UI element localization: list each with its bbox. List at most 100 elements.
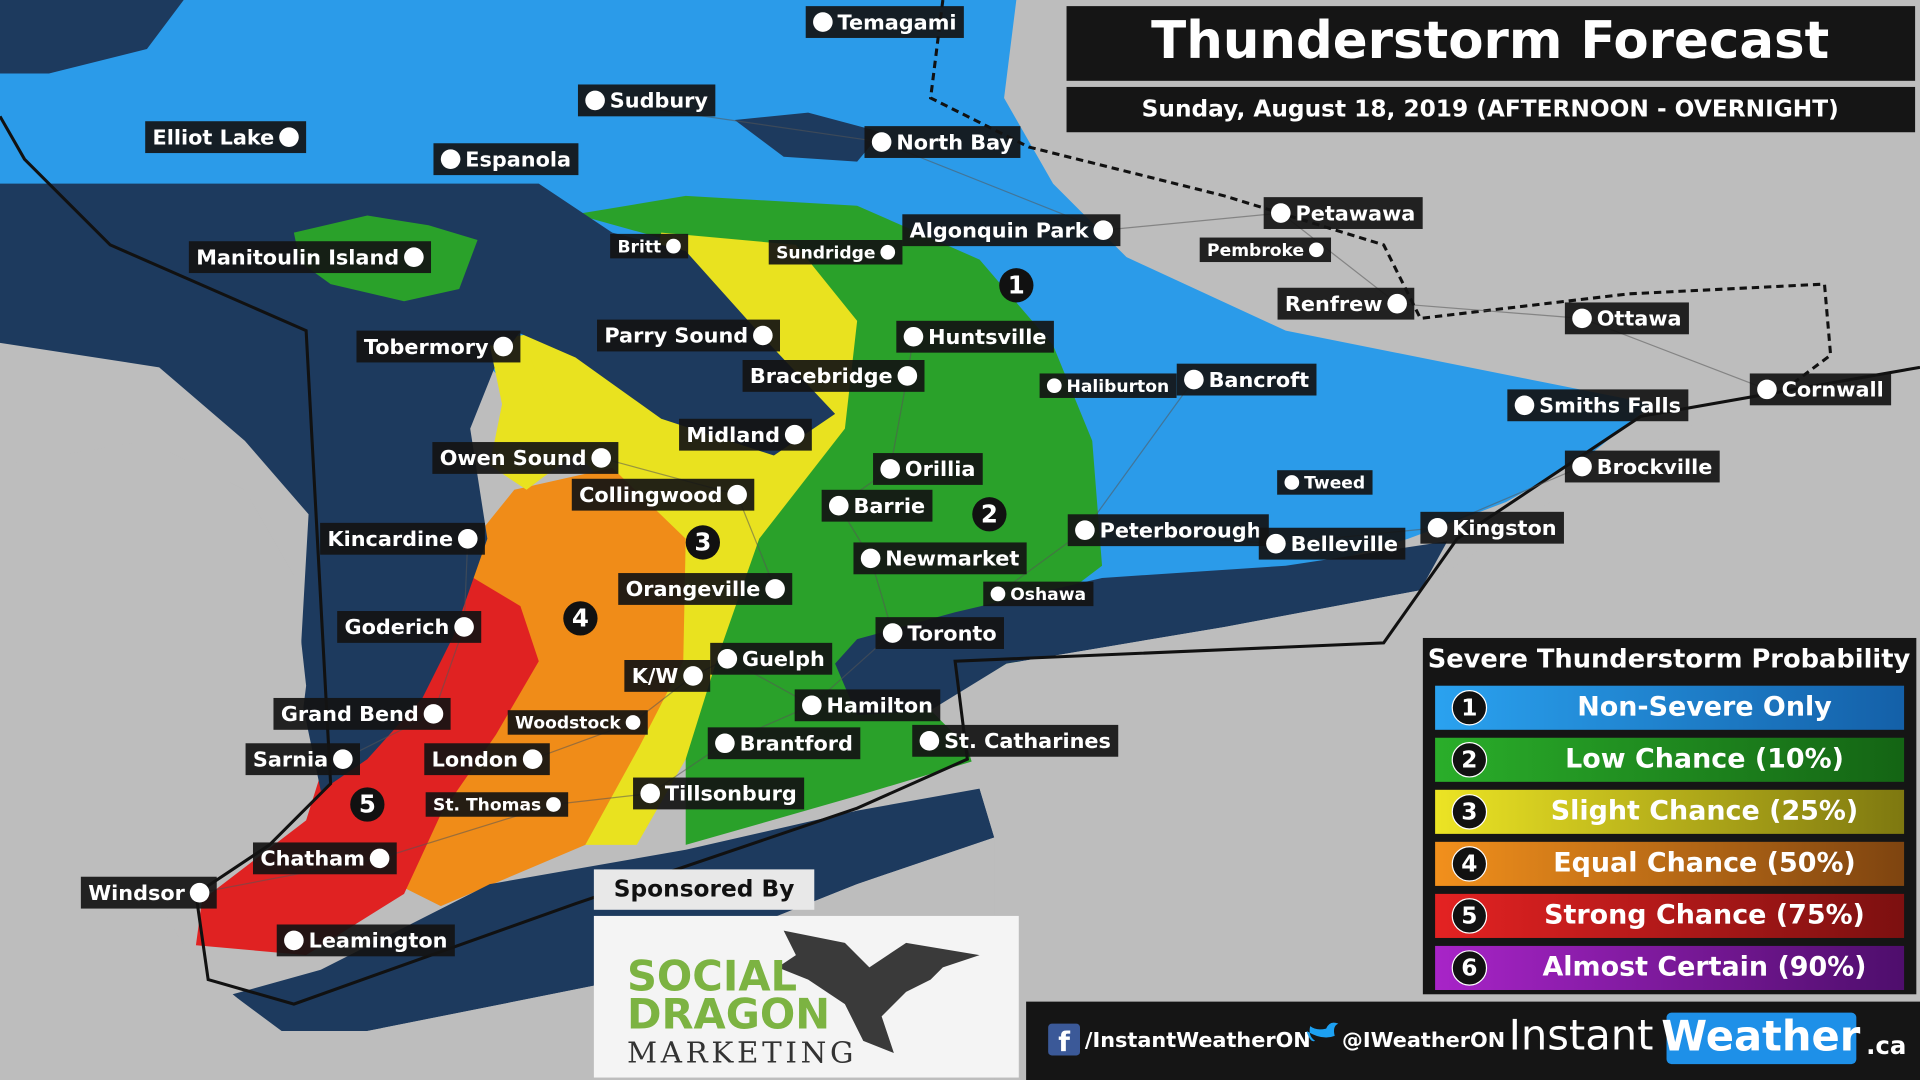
city-label: Espanola — [433, 143, 579, 176]
city-label: Newmarket — [853, 542, 1027, 575]
city-label-box — [1067, 514, 1269, 547]
city-dot — [990, 586, 1006, 602]
city-label: Brockville — [1564, 450, 1720, 483]
sponsor-heading-box — [593, 869, 815, 910]
city-dot — [640, 783, 660, 804]
city-label-box — [633, 777, 805, 810]
city-label: K/W — [624, 660, 711, 692]
city-dot — [897, 366, 918, 386]
city-dot — [522, 749, 543, 769]
city-label: Grand Bend — [273, 697, 451, 730]
city-dot — [1427, 517, 1448, 538]
city-dot — [440, 149, 461, 169]
legend-swatch — [1435, 893, 1905, 938]
city-dot — [1387, 293, 1407, 314]
city-name: Leamington — [309, 929, 448, 953]
brand: Instant — [1509, 1010, 1654, 1059]
city-name: Grand Bend — [281, 702, 419, 726]
city-label-box — [618, 573, 793, 605]
city-label: North Bay — [864, 126, 1021, 158]
city-label-box — [768, 240, 903, 265]
city-label: St. Thomas — [425, 792, 569, 817]
city-label: Renfrew — [1277, 287, 1415, 320]
city-label: Peterborough — [1067, 514, 1269, 547]
sponsor-line-2: DRAGON — [627, 990, 830, 1039]
city-name: Tweed — [1304, 474, 1365, 494]
legend-swatch — [1435, 685, 1905, 730]
us-border — [0, 115, 1920, 1006]
facebook-handle: /InstantWeatherON — [1085, 1028, 1311, 1052]
zone-number: 3 — [694, 528, 711, 557]
city-name: Orillia — [905, 457, 975, 481]
city-dot — [423, 704, 444, 724]
city-dot — [1093, 220, 1114, 240]
city-label: Brantford — [707, 727, 861, 760]
city-label-box — [320, 522, 485, 555]
zone-marker — [350, 787, 385, 822]
city-name: Windsor — [88, 881, 185, 905]
title: Thunderstorm Forecast — [1151, 11, 1829, 71]
city-name: Espanola — [465, 147, 571, 171]
brand-highlight-box — [1666, 1012, 1857, 1065]
city-label: Smiths Falls — [1507, 389, 1689, 422]
city-dot — [369, 848, 390, 869]
city-label: Kingston — [1420, 511, 1564, 544]
city-dot — [666, 238, 681, 254]
city-dot — [802, 695, 822, 716]
city-name: Hamilton — [827, 694, 933, 718]
city-label-box — [912, 724, 1119, 757]
city-label: Ottawa — [1564, 302, 1689, 335]
city-label-box — [276, 924, 455, 957]
city-name: Newmarket — [885, 547, 1019, 571]
city-dot — [1184, 369, 1204, 390]
city-label: Tweed — [1277, 470, 1373, 495]
subtitle-box — [1066, 86, 1916, 133]
city-dot — [813, 12, 833, 32]
city-name: Kingston — [1452, 516, 1556, 540]
city-name: Owen Sound — [440, 446, 587, 470]
city-name: Petawawa — [1296, 201, 1416, 225]
facebook-glyph: f — [1058, 1027, 1070, 1058]
city-label: Collingwood — [571, 478, 755, 511]
city-name: Midland — [686, 423, 780, 447]
city-label: Britt — [610, 233, 689, 259]
city-name: Bancroft — [1209, 368, 1310, 392]
lake-ontario — [835, 541, 1448, 716]
sponsor-line-1: SOCIAL — [627, 952, 797, 1001]
twitter-handle: @IWeatherON — [1342, 1028, 1505, 1052]
city-dot — [1514, 395, 1535, 416]
legend-items: 1 Non-Severe Only 2 Low Chance (10%) 3 Slight… — [1435, 685, 1905, 990]
city-label: Orangeville — [618, 573, 793, 605]
city-name: Goderich — [345, 615, 450, 639]
city-name: Sarnia — [253, 747, 328, 771]
dragon-icon — [777, 930, 980, 1054]
city-name: Oshawa — [1010, 585, 1086, 605]
city-label: Belleville — [1258, 527, 1406, 560]
city-label: Toronto — [875, 617, 1004, 649]
city-name: Renfrew — [1285, 292, 1383, 316]
legend-label: Low Chance (10%) — [1565, 743, 1844, 774]
city-dot — [717, 648, 738, 669]
city-dot — [683, 666, 703, 686]
city-name: Brantford — [740, 731, 853, 755]
city-dot — [493, 336, 514, 357]
zone-marker — [972, 497, 1007, 532]
sponsor-heading: Sponsored By — [614, 876, 795, 903]
city-dot — [860, 548, 881, 569]
city-dot — [284, 930, 304, 951]
city-name: Temagami — [838, 10, 957, 34]
city-label-box — [507, 710, 648, 735]
city-name: Manitoulin Island — [196, 245, 399, 269]
legend-number-marker — [1451, 742, 1488, 778]
city-label: Huntsville — [896, 320, 1054, 353]
city-name: St. Catharines — [944, 729, 1111, 753]
city-dot — [1266, 533, 1286, 554]
city-name: K/W — [632, 664, 679, 688]
city-name: Collingwood — [579, 483, 722, 507]
city-label: Sarnia — [245, 743, 360, 776]
legend-label: Almost Certain (90%) — [1542, 951, 1866, 982]
legend-title: Severe Thunderstorm Probability — [1428, 645, 1911, 675]
city-label: St. Catharines — [912, 724, 1119, 757]
city-dot — [1757, 379, 1777, 400]
